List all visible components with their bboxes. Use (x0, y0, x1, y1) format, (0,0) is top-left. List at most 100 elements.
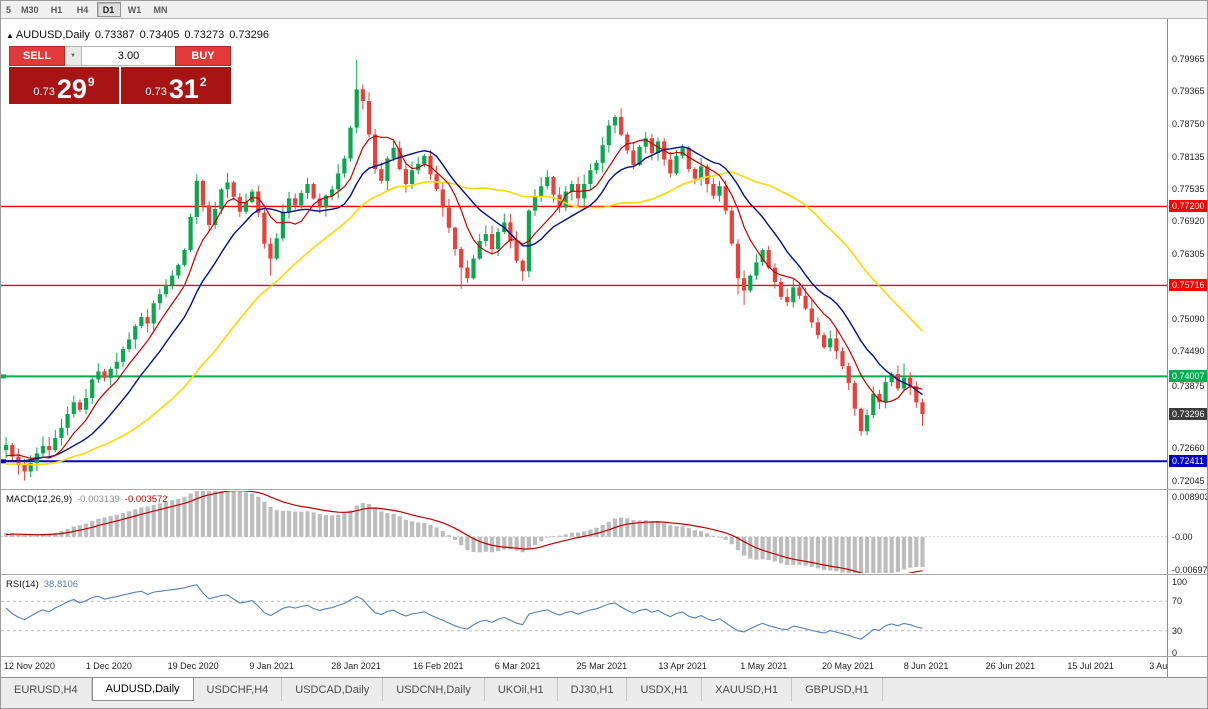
chart-tab-USDX-H1[interactable]: USDX,H1 (627, 678, 703, 701)
macd-bar (471, 536, 476, 553)
chart-tab-AUDUSD-Daily[interactable]: AUDUSD,Daily (91, 678, 194, 701)
macd-bar (908, 536, 913, 568)
timeframe-button-H1[interactable]: H1 (44, 2, 69, 17)
price-axis-tick: 0.75090 (1172, 313, 1205, 324)
candle (729, 210, 734, 244)
chart-area[interactable]: ▲ AUDUSD,Daily 0.73387 0.73405 0.73273 0.7329… (1, 19, 1167, 677)
buy-button[interactable]: BUY (175, 46, 231, 66)
volume-dropdown-icon[interactable]: ▼ (65, 46, 82, 66)
candle (557, 194, 562, 208)
macd-bar (778, 536, 784, 564)
candle (477, 241, 482, 259)
chart-tab-GBPUSD-H1[interactable]: GBPUSD,H1 (792, 678, 883, 701)
trade-panel-toggle-icon[interactable]: ▲ (6, 31, 14, 40)
candle (735, 243, 741, 279)
timeframe-button-D1[interactable]: D1 (96, 2, 121, 17)
price-axis-tick: 0.73875 (1172, 381, 1205, 392)
candle (157, 294, 162, 304)
time-axis[interactable]: 12 Nov 2020 1 Dec 2020 19 Dec 2020 9 Jan 20… (1, 657, 1167, 677)
timeframe-button-H4[interactable]: H4 (70, 2, 95, 17)
macd-bar (200, 491, 205, 537)
macd-bar (791, 536, 796, 565)
chart-tab-USDCNH-Daily[interactable]: USDCNH,Daily (383, 678, 485, 701)
macd-bar (717, 536, 722, 538)
macd-indicator-canvas[interactable] (1, 491, 1167, 573)
macd-bar (256, 496, 261, 537)
macd-bar (569, 532, 574, 537)
candle (262, 212, 267, 244)
timeframe-button-MN[interactable]: MN (148, 2, 173, 17)
macd-main-value: -0.003139 (77, 494, 120, 505)
sell-price-box[interactable]: 0.73 29 9 (9, 67, 119, 104)
volume-input[interactable] (82, 46, 175, 66)
candle (286, 198, 292, 212)
date-label: 25 Mar 2021 (576, 661, 628, 671)
macd-bar (742, 536, 747, 556)
pane-separator[interactable] (1, 656, 1207, 657)
pane-separator[interactable] (1, 489, 1207, 490)
rsi-value: 38.8106 (43, 579, 79, 590)
candle (637, 146, 642, 165)
candle (631, 150, 636, 165)
candle (440, 189, 445, 208)
candle (791, 287, 796, 303)
candle (40, 445, 46, 454)
chart-tab-UKOil-H1[interactable]: UKOil,H1 (485, 678, 558, 701)
macd-bar (723, 536, 728, 540)
candle (323, 195, 328, 208)
candle (754, 262, 759, 276)
macd-bar (828, 536, 833, 571)
candle (723, 186, 728, 211)
macd-bar (526, 536, 531, 549)
price-chart-canvas[interactable] (1, 19, 1167, 488)
candle (858, 408, 864, 432)
candle (163, 285, 169, 295)
macd-bar (157, 503, 162, 537)
chart-tab-DJ30-H1[interactable]: DJ30,H1 (558, 678, 628, 701)
chart-tab-XAUUSD-H1[interactable]: XAUUSD,H1 (702, 678, 793, 701)
timeframe-button-M30[interactable]: M30 (17, 2, 43, 17)
macd-bar (34, 535, 39, 537)
current-price-label: 0.73296 (1169, 407, 1207, 420)
chart-tab-USDCHF-H4[interactable]: USDCHF,H4 (194, 678, 283, 701)
candle (305, 184, 310, 193)
macd-bar (4, 532, 9, 537)
candle (471, 258, 476, 279)
timeframe-button-5[interactable]: 5 (2, 2, 16, 17)
candle (809, 308, 814, 323)
date-label: 28 Jan 2021 (331, 661, 381, 671)
candle (330, 189, 335, 196)
macd-name: MACD(12,26,9) (6, 494, 72, 505)
chart-tab-USDCAD-Daily[interactable]: USDCAD,Daily (282, 678, 384, 701)
candle (96, 371, 101, 380)
chart-tab-EURUSD-H4[interactable]: EURUSD,H4 (1, 678, 92, 701)
price-axis[interactable]: 0.79965 0.79365 0.78750 0.78135 0.77535 0.769… (1167, 19, 1207, 677)
candle (28, 463, 33, 472)
macd-bar (120, 513, 126, 537)
timeframe-button-group: 5 M30 H1 H4 D1 W1 MN (1, 2, 174, 17)
macd-bar (237, 491, 242, 537)
mid-ma (6, 145, 923, 462)
price-axis-tick: 0.72660 (1172, 443, 1205, 454)
line-edge-marker (1, 374, 6, 379)
macd-bar (834, 536, 839, 572)
rsi-indicator-canvas[interactable] (1, 576, 1167, 656)
macd-bar (692, 530, 697, 537)
sell-button[interactable]: SELL (9, 46, 65, 66)
candle (877, 393, 882, 403)
macd-bar (409, 521, 415, 537)
candle (409, 170, 415, 184)
macd-bar (465, 536, 470, 550)
pane-separator[interactable] (1, 574, 1207, 575)
candle (865, 415, 870, 432)
buy-price-box[interactable]: 0.73 31 2 (121, 67, 231, 104)
timeframe-button-W1[interactable]: W1 (122, 2, 147, 17)
candle (588, 170, 593, 184)
bid-ask-row: 0.73 29 9 0.73 31 2 (9, 67, 231, 104)
macd-bar (883, 536, 888, 573)
candle (207, 205, 212, 225)
candle (674, 155, 679, 174)
candle (4, 444, 9, 451)
macd-bar (809, 536, 814, 567)
candle (680, 147, 685, 156)
